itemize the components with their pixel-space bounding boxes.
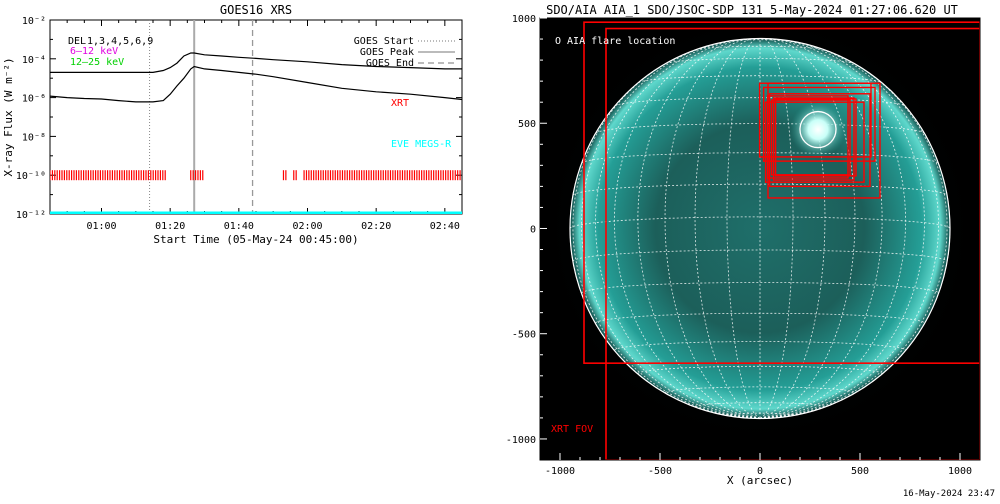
grid-line	[695, 45, 825, 50]
xrt-label: XRT	[391, 98, 409, 109]
y-axis-label: X-ray Flux (W m⁻²)	[2, 57, 15, 176]
grid-line	[759, 38, 883, 419]
xrt-observation-marks	[50, 170, 461, 181]
x-tick-label: 01:00	[86, 221, 116, 232]
xrt-observation	[190, 170, 204, 181]
grid-line	[726, 38, 761, 419]
x-tick-label: 02:40	[430, 221, 460, 232]
x-tick-label: -500	[648, 466, 672, 477]
aia-image-chart: SDO/AIA AIA_1 SDO/JSOC-SDP 131 5-May-202…	[506, 3, 981, 487]
grid-line	[759, 38, 906, 419]
y-tick-label: -1000	[506, 435, 536, 446]
x-axis-label: Start Time (05-May-24 00:45:00)	[153, 233, 358, 246]
xrt-fov-box	[768, 93, 871, 188]
legend: GOES Start GOES Peak GOES End	[354, 36, 455, 69]
chart-title: GOES16 XRS	[220, 3, 292, 17]
chart-title: SDO/AIA AIA_1 SDO/JSOC-SDP 131 5-May-202…	[546, 3, 958, 17]
xrt-fov-boxes	[583, 21, 980, 460]
xrt-fov-box	[774, 98, 857, 177]
xrt-fov-box	[770, 99, 851, 176]
x-axis: -1000 -500 0 500 1000	[545, 453, 972, 477]
grid-line	[614, 38, 761, 419]
legend-peak-label: GOES Peak	[360, 47, 414, 58]
generation-timestamp: 16-May-2024 23:47	[903, 489, 995, 499]
x-tick-label: 01:40	[224, 221, 254, 232]
solar-limb	[569, 37, 951, 420]
x-tick-label: 0	[757, 466, 763, 477]
eve-megs-label: EVE MEGS-R	[391, 139, 452, 150]
x-tick-label: 02:20	[361, 221, 391, 232]
grid-line	[694, 402, 826, 407]
y-tick-label: 0	[530, 224, 536, 235]
flare-legend: O AIA flare location	[555, 36, 675, 47]
y-tick-label: 10⁻⁶	[22, 94, 46, 105]
grid-line	[665, 58, 855, 64]
flare-location-marker	[799, 110, 837, 149]
del-label: DEL	[68, 36, 86, 47]
grid-line	[694, 38, 761, 419]
x-tick-label: -1000	[545, 466, 575, 477]
x-tick-label: 01:20	[155, 221, 185, 232]
xrt-fov-box	[772, 97, 855, 181]
channel-legend: DEL 1,3,4,5,6,9 6–12 keV 12–25 keV	[68, 36, 153, 68]
y-tick-label: 10⁻⁸	[22, 132, 46, 143]
goes-xrs-chart: GOES16 XRS 10⁻² 10⁻⁴ 10⁻⁶ 10⁻⁸ 10⁻¹⁰ 10⁻¹² 01…	[2, 3, 463, 246]
legend-row3-label: 12–25 keV	[70, 57, 124, 68]
y-tick-label: 10⁻¹⁰	[16, 171, 46, 182]
legend-row1-label: 1,3,4,5,6,9	[87, 36, 153, 47]
y-tick-label: 10⁻⁴	[22, 55, 46, 66]
y-tick-label: 10⁻¹²	[16, 210, 46, 221]
xrt-fov-label: XRT FOV	[551, 424, 593, 435]
y-tick-label: 10⁻²	[22, 16, 46, 27]
grid-line	[759, 38, 826, 419]
y-tick-label: -500	[512, 330, 536, 341]
y-tick-label: 500	[518, 119, 536, 130]
xrt-observation	[303, 170, 461, 181]
grid-line	[595, 39, 761, 419]
grid-line	[581, 41, 761, 419]
grid-line	[759, 41, 939, 419]
flux-curves	[50, 52, 462, 214]
flux-curve-long	[50, 52, 462, 73]
xrt-fov-box	[605, 27, 980, 460]
event-markers	[149, 20, 254, 214]
xrt-observation	[50, 170, 166, 181]
xrt-observation	[282, 170, 287, 181]
flare-glow	[790, 101, 846, 158]
grid-line	[759, 38, 794, 419]
legend-end-label: GOES End	[366, 58, 414, 69]
xrt-observation	[293, 170, 297, 181]
xrt-fov-box	[762, 86, 876, 162]
y-axis: 1000 500 0 -500 -1000	[506, 14, 547, 446]
legend-start-label: GOES Start	[354, 36, 414, 47]
grid-line	[638, 75, 882, 83]
x-tick-label: 500	[851, 466, 869, 477]
grid-line	[637, 365, 883, 374]
grid-line	[614, 341, 906, 351]
grid-line	[572, 183, 948, 196]
x-tick-label: 02:00	[292, 221, 322, 232]
x-tick-label: 1000	[948, 466, 972, 477]
xrt-fov-box	[767, 82, 881, 199]
x-axis-label: X (arcsec)	[727, 474, 793, 487]
grid-line	[637, 38, 761, 419]
xrt-fov-box	[764, 101, 865, 183]
flux-curve-short	[50, 65, 462, 103]
grid-line	[759, 39, 925, 419]
y-tick-label: 1000	[512, 14, 536, 25]
xrt-fov-box	[583, 21, 980, 364]
legend-row2-label: 6–12 keV	[70, 46, 118, 57]
